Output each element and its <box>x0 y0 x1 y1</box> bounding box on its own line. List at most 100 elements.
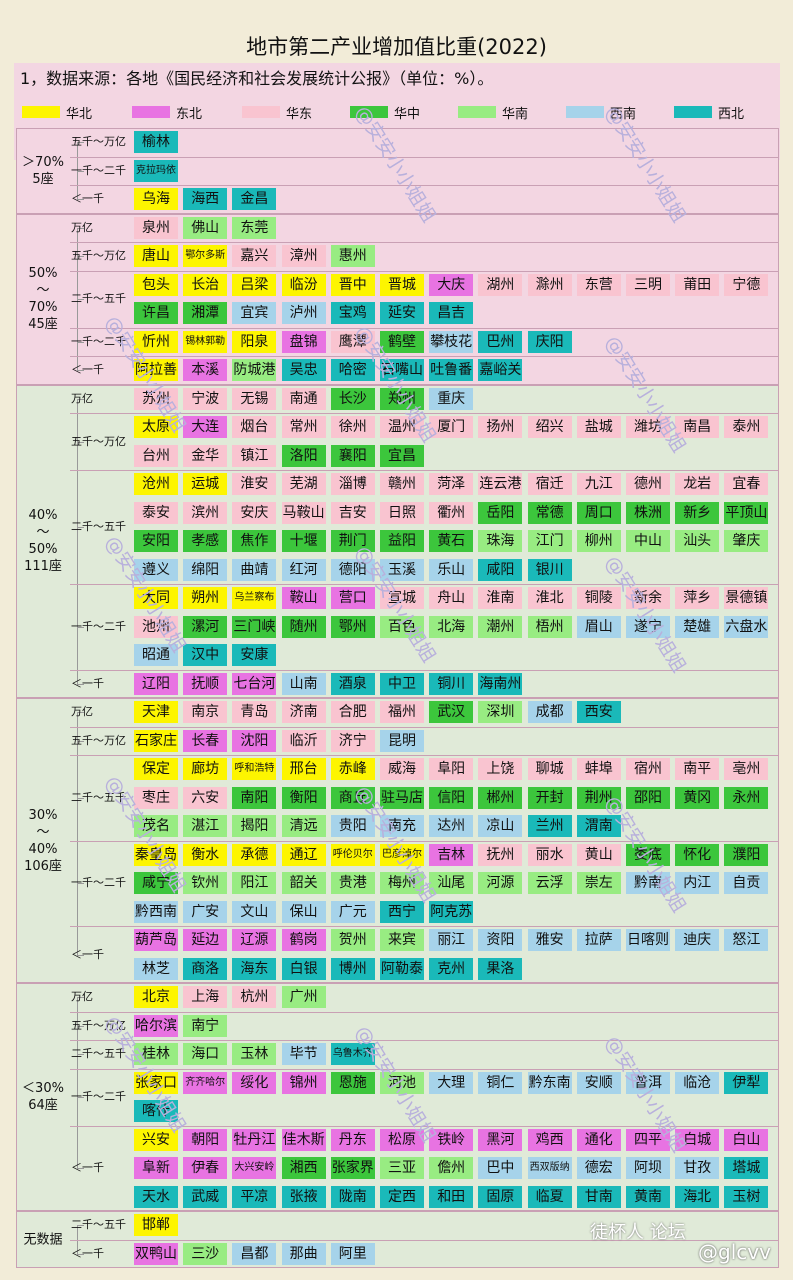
bracket-tick <box>77 256 84 258</box>
city-cell: 葫芦岛 <box>134 929 178 952</box>
gdp-bracket-label: ＜一千 <box>71 947 104 961</box>
gdp-bracket-label: 二千～五千 <box>71 1047 126 1061</box>
city-cell: 济宁 <box>330 729 375 752</box>
city-cell: 嘉峪关 <box>478 359 523 382</box>
city-cell: 漳州 <box>281 245 326 268</box>
city-cell: 三明 <box>626 273 670 296</box>
city-cell: 玉林 <box>232 1043 277 1066</box>
city-cell: 滁州 <box>527 273 572 296</box>
city-cell: 鄂尔多斯 <box>183 245 228 268</box>
city-cell: 丹东 <box>330 1128 375 1151</box>
legend-label: 东北 <box>176 106 203 122</box>
bracket-tick <box>77 683 84 685</box>
city-cell: 大理 <box>429 1071 474 1094</box>
city-cell: 周口 <box>576 501 621 524</box>
city-cell: 晋中 <box>330 273 375 296</box>
city-cell: 成都 <box>527 701 572 724</box>
city-cell: 丽水 <box>527 843 572 866</box>
city-cell: 定西 <box>380 1185 424 1208</box>
city-cell: 阿坝 <box>626 1157 670 1180</box>
bracket-tick <box>77 341 84 343</box>
city-cell: 德阳 <box>330 558 375 581</box>
city-cell: 昌吉 <box>429 302 474 325</box>
city-cell: 齐齐哈尔 <box>183 1071 228 1094</box>
legend-label: 西南 <box>610 106 637 122</box>
gdp-bracket-label: 二千～五千 <box>71 1218 126 1232</box>
city-cell: 宁德 <box>724 273 769 296</box>
city-cell: 临夏 <box>527 1185 572 1208</box>
city-cell: 榆林 <box>134 131 178 154</box>
city-cell: 三沙 <box>183 1242 228 1265</box>
city-cell: 昭通 <box>134 644 178 667</box>
city-cell: 承德 <box>232 843 277 866</box>
city-cell: 广安 <box>183 900 228 923</box>
city-cell: 阿勒泰 <box>380 957 424 980</box>
city-cell: 襄阳 <box>330 444 375 467</box>
city-cell: 赣州 <box>380 473 424 496</box>
legend-item: 西南 <box>566 102 636 122</box>
city-cell: 清远 <box>281 815 326 838</box>
legend-label: 华北 <box>66 106 93 122</box>
city-cell: 盘锦 <box>281 330 326 353</box>
city-cell: 眉山 <box>576 615 621 638</box>
city-cell: 甘南 <box>576 1185 621 1208</box>
city-cell: 常德 <box>527 501 572 524</box>
city-cell: 吕梁 <box>232 273 277 296</box>
city-cell: 玉溪 <box>380 558 424 581</box>
city-cell: 南通 <box>281 387 326 410</box>
tier-label: 50% ～ 70% 45座 <box>28 266 58 332</box>
bracket-tick <box>77 1025 84 1027</box>
gdp-bracket-label: 一千～二千 <box>71 334 126 348</box>
legend-swatch <box>674 106 712 118</box>
city-cell: 金昌 <box>232 188 277 211</box>
city-cell: 沈阳 <box>232 729 277 752</box>
city-cell: 宜宾 <box>232 302 277 325</box>
city-cell: 无锡 <box>232 387 277 410</box>
city-cell: 丽江 <box>429 929 474 952</box>
city-cell: 邢台 <box>281 758 326 781</box>
city-cell: 阿里 <box>330 1242 375 1265</box>
city-cell: 上饶 <box>478 758 523 781</box>
city-cell: 玉树 <box>724 1185 769 1208</box>
city-cell: 湛江 <box>183 815 228 838</box>
city-cell: 阜新 <box>134 1157 178 1180</box>
city-cell: 崇左 <box>576 872 621 895</box>
city-cell: 博州 <box>330 957 375 980</box>
city-cell: 南昌 <box>675 416 720 439</box>
city-cell: 徐州 <box>330 416 375 439</box>
bracket-tick <box>77 142 84 144</box>
row-divider <box>70 356 779 357</box>
gdp-bracket-label: 一千～二千 <box>71 619 126 633</box>
city-cell: 文山 <box>232 900 277 923</box>
city-cell: 大同 <box>134 587 178 610</box>
city-cell: 银川 <box>527 558 572 581</box>
legend-swatch <box>22 106 60 118</box>
city-cell: 扬州 <box>478 416 523 439</box>
city-cell: 株洲 <box>626 501 670 524</box>
city-cell: 泰安 <box>134 501 178 524</box>
city-cell: 蚌埠 <box>576 758 621 781</box>
city-cell: 伊犁 <box>724 1071 769 1094</box>
city-cell: 乌鲁木齐 <box>330 1043 375 1066</box>
gdp-bracket-label: 五千～万亿 <box>71 249 126 263</box>
city-cell: 石家庄 <box>134 729 178 752</box>
city-cell: 宿州 <box>626 758 670 781</box>
city-cell: 东莞 <box>232 216 277 239</box>
gdp-bracket-label: 一千～二千 <box>71 163 126 177</box>
city-cell: 驻马店 <box>380 786 424 809</box>
city-cell: 黄山 <box>576 843 621 866</box>
gdp-bracket-label: ＜一千 <box>71 1246 104 1260</box>
city-cell: 南平 <box>675 758 720 781</box>
city-cell: 哈尔滨 <box>134 1014 178 1037</box>
gdp-bracket-label: ＜一千 <box>71 676 104 690</box>
city-cell: 渭南 <box>576 815 621 838</box>
city-cell: 潍坊 <box>626 416 670 439</box>
city-cell: 邯郸 <box>134 1214 178 1237</box>
city-cell: 廊坊 <box>183 758 228 781</box>
tier-label: ＞70% 5座 <box>22 154 64 187</box>
legend-item: 西北 <box>674 102 744 122</box>
city-cell: 林芝 <box>134 957 178 980</box>
city-cell: 临沂 <box>281 729 326 752</box>
city-cell: 宜春 <box>724 473 769 496</box>
city-cell: 喀什 <box>134 1100 178 1123</box>
